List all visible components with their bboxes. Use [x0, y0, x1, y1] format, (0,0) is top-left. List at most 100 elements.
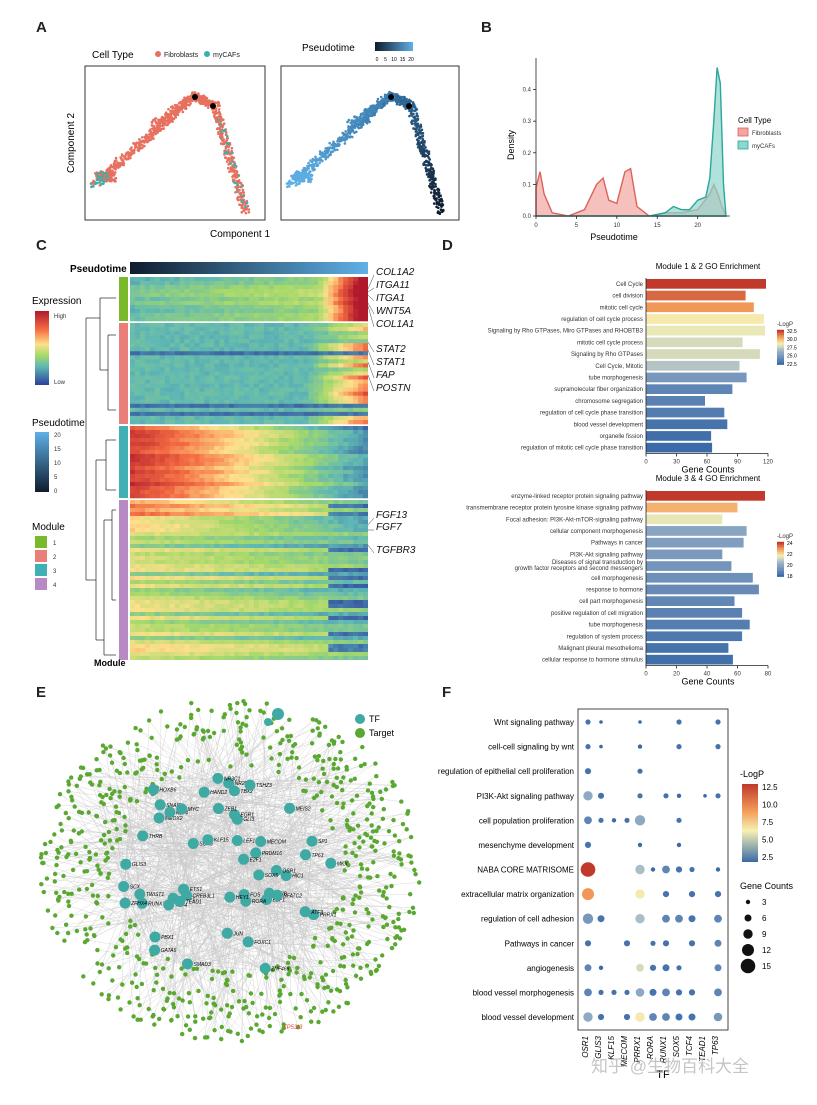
- heatmap-cell: [145, 376, 150, 380]
- heatmap-cell: [219, 339, 224, 343]
- heatmap-cell: [363, 454, 368, 458]
- heatmap-cell: [294, 297, 299, 301]
- heatmap-cell: [155, 482, 160, 486]
- heatmap-cell: [323, 376, 328, 380]
- heatmap-cell: [145, 331, 150, 335]
- heatmap-cell: [155, 331, 160, 335]
- heatmap-cell: [318, 384, 323, 388]
- heatmap-cell: [214, 474, 219, 478]
- heatmap-cell: [219, 434, 224, 438]
- heatmap-cell: [160, 331, 165, 335]
- heatmap-cell: [323, 412, 328, 416]
- legend-mycafs-dot: [204, 51, 210, 57]
- heatmap-cell: [244, 277, 249, 281]
- heatmap-cell: [170, 355, 175, 359]
- heatmap-cell: [294, 347, 299, 351]
- heatmap-cell: [175, 442, 180, 446]
- heatmap-cell: [244, 351, 249, 355]
- heatmap-cell: [180, 301, 185, 305]
- heatmap-cell: [130, 339, 135, 343]
- heatmap-cell: [214, 438, 219, 442]
- heatmap-cell: [160, 396, 165, 400]
- heatmap-cell: [199, 293, 204, 297]
- heatmap-cell: [224, 420, 229, 424]
- heatmap-cell: [165, 512, 170, 516]
- heatmap-cell: [294, 293, 299, 297]
- heatmap-cell: [299, 412, 304, 416]
- cell-point: [170, 112, 173, 115]
- heatmap-cell: [150, 446, 155, 450]
- heatmap-cell: [214, 516, 219, 520]
- heatmap-cell: [209, 466, 214, 470]
- heatmap-cell: [175, 400, 180, 404]
- heatmap-cell: [318, 442, 323, 446]
- cell-point: [184, 102, 187, 105]
- heatmap-cell: [229, 317, 234, 321]
- cell-point: [301, 178, 304, 181]
- heatmap-cell: [214, 508, 219, 512]
- heatmap-cell: [150, 462, 155, 466]
- heatmap-cell: [363, 343, 368, 347]
- heatmap-cell: [229, 420, 234, 424]
- heatmap-cell: [328, 301, 333, 305]
- heatmap-cell: [160, 339, 165, 343]
- heatmap-cell: [135, 309, 140, 313]
- heatmap-cell: [204, 434, 209, 438]
- cell-point: [430, 178, 433, 181]
- heatmap-cell: [130, 494, 135, 498]
- heatmap-cell: [358, 371, 363, 375]
- heatmap-cell: [269, 305, 274, 309]
- heatmap-cell: [274, 520, 279, 524]
- heatmap-cell: [259, 285, 264, 289]
- heatmap-cell: [150, 355, 155, 359]
- cell-point: [362, 123, 365, 126]
- heatmap-cell: [353, 520, 358, 524]
- heatmap-cell: [304, 339, 309, 343]
- heatmap-cell: [318, 500, 323, 504]
- heatmap-cell: [348, 400, 353, 404]
- heatmap-cell: [333, 384, 338, 388]
- heatmap-cell: [264, 458, 269, 462]
- heatmap-cell: [140, 396, 145, 400]
- heatmap-cell: [304, 524, 309, 528]
- heatmap-cell: [274, 301, 279, 305]
- heatmap-cell: [299, 400, 304, 404]
- heatmap-cell: [358, 367, 363, 371]
- heatmap-cell: [214, 442, 219, 446]
- heatmap-cell: [185, 442, 190, 446]
- module-bar-2: [119, 323, 128, 424]
- heatmap-cell: [175, 384, 180, 388]
- heatmap-cell: [284, 470, 289, 474]
- heatmap-cell: [348, 323, 353, 327]
- heatmap-cell: [353, 500, 358, 504]
- heatmap-cell: [194, 359, 199, 363]
- heatmap-cell: [279, 297, 284, 301]
- heatmap-cell: [279, 343, 284, 347]
- heatmap-cell: [190, 420, 195, 424]
- heatmap-cell: [234, 285, 239, 289]
- cell-point: [188, 98, 191, 101]
- heatmap-cell: [264, 416, 269, 420]
- module-bar-3: [119, 426, 128, 498]
- heatmap-cell: [279, 508, 284, 512]
- heatmap-cell: [249, 482, 254, 486]
- heatmap-cell: [259, 367, 264, 371]
- heatmap-cell: [199, 335, 204, 339]
- heatmap-cell: [254, 500, 259, 504]
- heatmap-cell: [214, 285, 219, 289]
- cell-point: [150, 138, 153, 141]
- heatmap-cell: [358, 313, 363, 317]
- heatmap-cell: [304, 359, 309, 363]
- heatmap-cell: [264, 430, 269, 434]
- heatmap-cell: [140, 462, 145, 466]
- heatmap-cell: [170, 494, 175, 498]
- pseudotime-tick: 10: [391, 57, 397, 63]
- heatmap-cell: [165, 285, 170, 289]
- heatmap-cell: [175, 347, 180, 351]
- heatmap-cell: [299, 416, 304, 420]
- heatmap-cell: [180, 388, 185, 392]
- heatmap-cell: [140, 309, 145, 313]
- cell-point: [151, 124, 154, 127]
- cell-point: [303, 168, 306, 171]
- heatmap-cell: [185, 430, 190, 434]
